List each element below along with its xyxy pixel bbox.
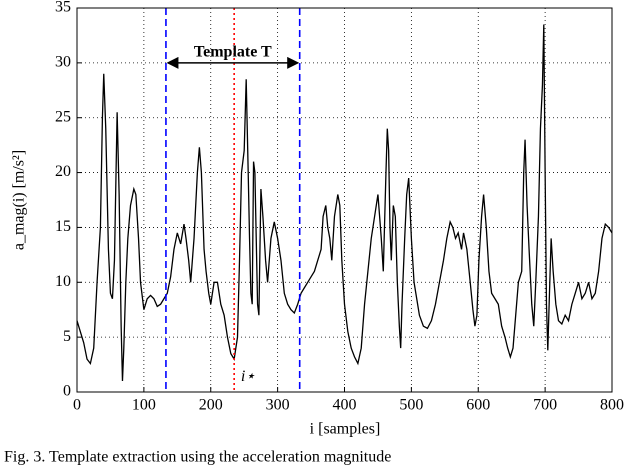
x-tick-label: 300 [266, 397, 290, 414]
y-tick-label: 25 [55, 108, 71, 125]
x-tick-label: 200 [199, 397, 223, 414]
x-tick-label: 800 [600, 397, 624, 414]
point-label: i⋆ [241, 368, 255, 385]
caption: Fig. 3. Template extraction using the ac… [4, 449, 391, 466]
x-tick-label: 0 [73, 397, 81, 414]
y-tick-label: 15 [55, 218, 71, 235]
signal-line [76, 24, 613, 382]
template-label: Template T [194, 44, 272, 61]
y-tick-label: 5 [63, 328, 71, 345]
y-tick-label: 10 [55, 273, 71, 290]
x-tick-label: 100 [132, 397, 156, 414]
plot-frame [76, 7, 613, 393]
x-tick-label: 500 [399, 397, 423, 414]
x-tick-label: 700 [533, 397, 557, 414]
x-axis-label: i [samples] [310, 421, 381, 438]
y-tick-label: 20 [55, 163, 71, 180]
y-tick-label: 30 [55, 54, 71, 71]
y-tick-label: 0 [63, 383, 71, 400]
y-axis-label: a_mag(i) [m/s²] [11, 150, 28, 250]
x-tick-label: 400 [333, 397, 357, 414]
y-tick-label: 35 [55, 0, 71, 16]
x-tick-label: 600 [466, 397, 490, 414]
